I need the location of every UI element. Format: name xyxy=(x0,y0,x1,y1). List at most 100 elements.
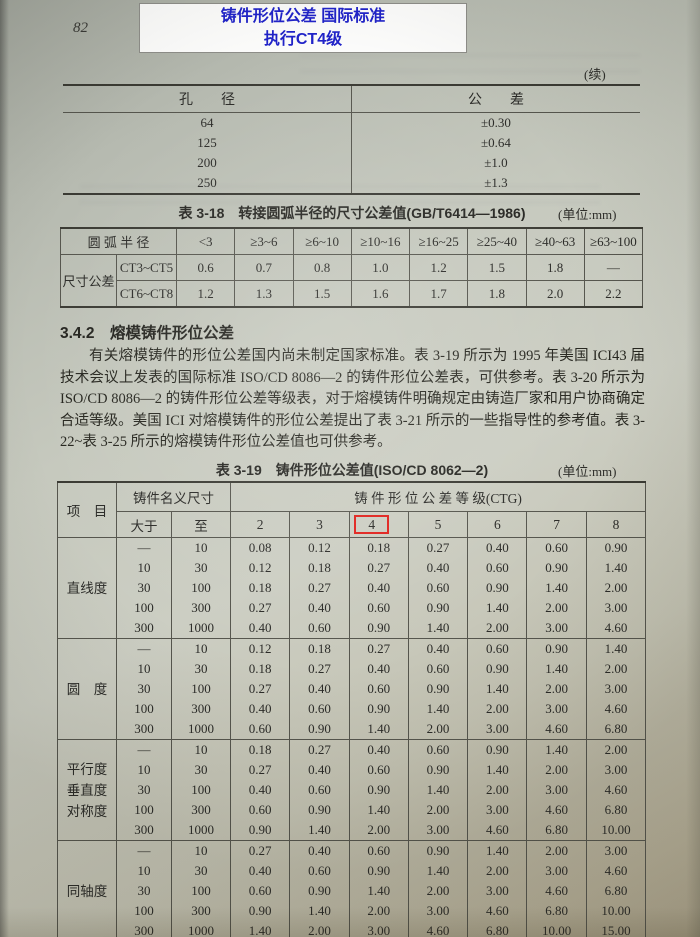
tolerance-value-cell: 3.00 xyxy=(467,800,528,820)
radius-range-header: ≥25~40 xyxy=(467,227,527,255)
tolerance-value-cell: 2.00 xyxy=(348,901,409,921)
table-row: 10 30 0.27 0.40 0.60 0.90 1.40 2.00 3.00 xyxy=(58,760,647,780)
tolerance-value-cell: — xyxy=(583,254,644,281)
table-row: 100 300 0.90 1.40 2.00 3.00 4.60 6.80 10.00 xyxy=(58,901,647,921)
tolerance-value-cell: 1.6 xyxy=(350,280,411,308)
tolerance-value-cell: 6.80 xyxy=(585,881,647,901)
table-header-row: 项 目 铸件名义尺寸 铸 件 形 位 公 差 等 级(CTG) xyxy=(57,482,647,538)
tolerance-value-cell: 3.00 xyxy=(526,780,587,800)
radius-range-header: ≥6~10 xyxy=(292,227,352,255)
size-over-cell: 300 xyxy=(116,921,172,937)
tolerance-value-cell: 1.2 xyxy=(176,280,236,308)
hole-diameter-cell: 250 xyxy=(63,173,352,194)
tolerance-value-cell: 0.27 xyxy=(348,558,409,578)
radius-range-header: ≥3~6 xyxy=(234,227,294,255)
size-over-cell: 30 xyxy=(116,881,172,901)
radius-range-header: ≥10~16 xyxy=(350,227,411,255)
tolerance-value-cell: 0.18 xyxy=(289,558,350,578)
tolerance-value-cell: 0.60 xyxy=(229,881,291,901)
item-group-label-line: 圆 度 xyxy=(66,681,108,697)
tolerance-value-cell: 1.5 xyxy=(292,280,352,308)
annotation-line-1: 铸件形位公差 国际标准 xyxy=(220,8,386,25)
tolerance-value-cell: 0.90 xyxy=(526,638,587,659)
tolerance-cell: ±1.3 xyxy=(484,175,508,190)
tolerance-value-cell: 2.00 xyxy=(585,739,647,760)
row-group-label: 尺寸公差 xyxy=(60,254,117,308)
tolerance-value-cell: 0.18 xyxy=(289,638,350,659)
tolerance-value-cell: 0.60 xyxy=(407,659,469,679)
tolerance-value-cell: 0.27 xyxy=(348,638,409,659)
item-group-label-line: 直线度 xyxy=(66,580,108,596)
radius-range-header: ≥16~25 xyxy=(409,227,469,255)
item-group-label-line: 垂直度 xyxy=(66,782,108,798)
tolerance-value-cell: 2.00 xyxy=(526,598,587,618)
tolerance-value-cell: 4.60 xyxy=(526,719,587,740)
tolerance-value-cell: 0.40 xyxy=(348,659,409,679)
tolerance-value-cell: 1.40 xyxy=(585,638,647,659)
item-group-label: 圆 度 xyxy=(57,638,117,740)
size-to-cell: 10 xyxy=(171,638,231,659)
size-over-cell: — xyxy=(116,638,172,659)
radius-range-header: ≥63~100 xyxy=(583,227,644,255)
tolerance-value-cell: 4.60 xyxy=(585,618,647,639)
tolerance-value-cell: 0.40 xyxy=(229,861,291,881)
table-row: 直线度 —10 0.08 0.12 0.18 0.27 0.40 0.60 0.90 xyxy=(57,537,647,639)
table-row: 同轴度 —10 0.27 0.40 0.60 0.90 1.40 2.00 3.00 xyxy=(57,840,647,937)
table-3-19-caption: 表 3-19 铸件形位公差值(ISO/CD 8062—2) xyxy=(215,462,489,478)
size-over-cell: 10 xyxy=(116,659,172,679)
highlighted-grade-box: 4 xyxy=(354,515,390,534)
tolerance-value-cell: 4.60 xyxy=(467,820,528,841)
grade-number-header: 7 xyxy=(526,511,587,538)
tolerance-value-cell: 1.40 xyxy=(407,861,469,881)
tolerance-value-cell: 10.00 xyxy=(526,921,587,937)
tolerance-value-cell: 0.40 xyxy=(289,598,350,618)
tolerance-value-cell: 3.00 xyxy=(407,901,469,921)
tolerance-cell: ±1.0 xyxy=(484,155,508,170)
tolerance-value-cell: 4.60 xyxy=(585,861,647,881)
grade-number-header: 5 xyxy=(407,511,469,538)
table-row: 圆 度 —10 0.12 0.18 0.27 0.40 0.60 0.90 1.40 xyxy=(57,638,647,740)
tolerance-value-cell: 1.8 xyxy=(525,254,585,281)
size-to-cell: 1000 xyxy=(171,719,231,740)
tolerance-value-cell: 4.60 xyxy=(526,800,587,820)
tolerance-value-cell: 0.27 xyxy=(289,659,350,679)
item-group-label-line: 平行度 xyxy=(66,761,108,777)
tolerance-value-cell: 0.40 xyxy=(407,638,469,659)
size-over-cell: 10 xyxy=(116,558,172,578)
grade-number-header: 3 xyxy=(289,511,350,538)
hole-diameter-cell: 64 xyxy=(63,112,352,133)
tolerance-value-cell: 4.60 xyxy=(585,699,647,719)
tolerance-value-cell: 0.90 xyxy=(467,578,528,598)
section-heading: 3.4.2 熔模铸件形位公差 xyxy=(60,325,234,342)
tolerance-value-cell: 0.60 xyxy=(289,780,350,800)
column-header-nominal-size: 铸件名义尺寸 xyxy=(116,482,231,512)
grade-number-header: 6 xyxy=(467,511,528,538)
tolerance-value-cell: 2.00 xyxy=(585,659,647,679)
tolerance-value-cell: 2.0 xyxy=(525,280,585,308)
table-row: 300 1000 0.40 0.60 0.90 1.40 2.00 3.00 4.60 xyxy=(58,618,647,639)
tolerance-value-cell: 1.40 xyxy=(467,840,528,861)
tolerance-value-cell: 1.40 xyxy=(407,780,469,800)
size-to-cell: 100 xyxy=(171,780,231,800)
tolerance-value-cell: 2.00 xyxy=(526,840,587,861)
tolerance-value-cell: 0.40 xyxy=(467,537,528,558)
tolerance-value-cell: 0.60 xyxy=(229,719,291,740)
tolerance-value-cell: 15.00 xyxy=(585,921,647,937)
table-row: 尺寸公差 CT3~CT5 0.6 0.7 0.8 1.0 1.2 1.5 1.8— xyxy=(60,254,644,308)
table-row: 250 ±1.3 xyxy=(63,173,640,194)
tolerance-value-cell: 4.60 xyxy=(467,901,528,921)
tolerance-value-cell: 6.80 xyxy=(526,820,587,841)
tolerance-value-cell: 1.40 xyxy=(467,760,528,780)
item-group-label: 同轴度 xyxy=(57,840,117,937)
size-over-cell: — xyxy=(116,739,172,760)
table-3-19-unit: (单位:mm) xyxy=(558,464,617,479)
grade-number-header: 8 xyxy=(585,511,647,538)
tolerance-value-cell: 0.40 xyxy=(348,739,409,760)
tolerance-value-cell: 1.40 xyxy=(348,881,409,901)
size-to-cell: 30 xyxy=(171,558,231,578)
annotation-box: 铸件形位公差 国际标准 执行CT4级 xyxy=(139,3,467,53)
tolerance-value-cell: 1.0 xyxy=(350,254,411,281)
tolerance-value-cell: 0.40 xyxy=(289,840,350,861)
table-row: 10 30 0.12 0.18 0.27 0.40 0.60 0.90 1.40 xyxy=(58,558,647,578)
tolerance-value-cell: 2.00 xyxy=(407,719,469,740)
